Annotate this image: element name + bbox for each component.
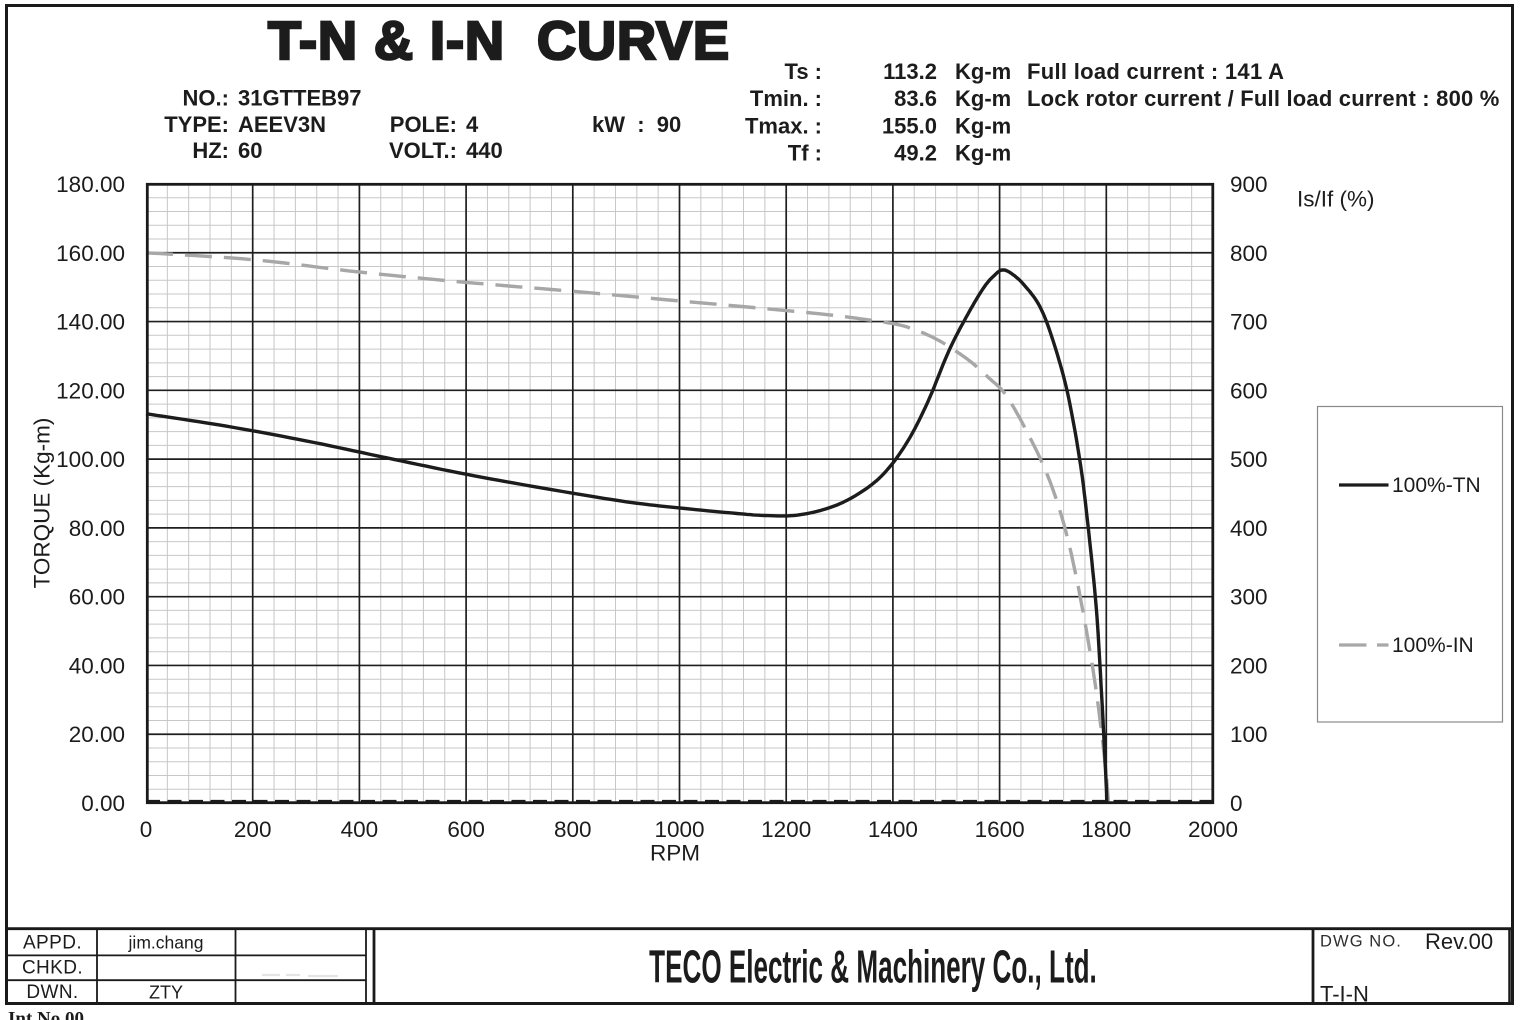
svg-text:600: 600	[447, 817, 485, 842]
svg-text:Rev.00: Rev.00	[1425, 929, 1493, 954]
svg-text:500: 500	[1230, 447, 1268, 472]
svg-text:20.00: 20.00	[69, 722, 125, 747]
svg-text:Full load current : 141 A: Full load current : 141 A	[1027, 59, 1284, 84]
svg-text:TECO Electric & Machinery Co.,: TECO Electric & Machinery Co., Ltd.	[649, 941, 1097, 993]
svg-text:AEEV3N: AEEV3N	[238, 112, 326, 137]
svg-text:TORQUE (Kg-m): TORQUE (Kg-m)	[30, 418, 55, 589]
svg-text:Int.No.00: Int.No.00	[8, 1009, 84, 1020]
svg-text:600: 600	[1230, 378, 1268, 403]
svg-text:80.00: 80.00	[69, 516, 125, 541]
svg-text:Kg-m: Kg-m	[955, 59, 1011, 84]
svg-text:200: 200	[1230, 653, 1268, 678]
svg-text:VOLT.:: VOLT.:	[389, 138, 457, 163]
svg-text:APPD.: APPD.	[23, 932, 82, 953]
svg-text:49.2: 49.2	[894, 141, 937, 166]
svg-text:Is/If (%): Is/If (%)	[1297, 186, 1375, 211]
svg-text:100.00: 100.00	[56, 447, 125, 472]
svg-text:HZ:: HZ:	[192, 138, 229, 163]
svg-text:DWN.: DWN.	[26, 982, 78, 1003]
svg-text:T-N & I-N CURVE: T-N & I-N CURVE	[268, 11, 730, 71]
svg-text:100%-IN: 100%-IN	[1392, 634, 1474, 657]
svg-text:440: 440	[466, 138, 503, 163]
svg-text:CHKD.: CHKD.	[22, 958, 83, 979]
svg-text:kW : 90: kW : 90	[592, 112, 681, 137]
svg-text:100: 100	[1230, 722, 1268, 747]
svg-text:1000: 1000	[654, 817, 704, 842]
svg-text:1600: 1600	[975, 817, 1025, 842]
svg-text:0.00: 0.00	[81, 791, 125, 816]
svg-text:DWG NO.: DWG NO.	[1320, 933, 1402, 951]
svg-text:NO.:: NO.:	[183, 86, 229, 111]
svg-text:155.0: 155.0	[882, 114, 937, 139]
svg-text:TYPE:: TYPE:	[164, 112, 229, 137]
svg-text:700: 700	[1230, 310, 1268, 335]
svg-text:2000: 2000	[1188, 817, 1238, 842]
svg-text:113.2: 113.2	[883, 59, 937, 84]
svg-text:160.00: 160.00	[56, 241, 125, 266]
svg-text:Ts :: Ts :	[785, 59, 822, 84]
svg-text:60: 60	[238, 138, 262, 163]
svg-text:800: 800	[1230, 241, 1268, 266]
svg-text:Kg-m: Kg-m	[955, 141, 1011, 166]
svg-text:140.00: 140.00	[56, 310, 125, 335]
svg-text:180.00: 180.00	[56, 172, 125, 197]
svg-text:200: 200	[234, 817, 272, 842]
svg-text:jim.chang: jim.chang	[128, 932, 204, 952]
svg-text:1400: 1400	[868, 817, 918, 842]
svg-text:900: 900	[1230, 172, 1268, 197]
svg-text:POLE:: POLE:	[390, 112, 457, 137]
svg-text:0: 0	[140, 817, 153, 842]
svg-text:Kg-m: Kg-m	[955, 114, 1011, 139]
svg-text:83.6: 83.6	[894, 86, 937, 111]
svg-text:Tmin. :: Tmin. :	[750, 86, 822, 111]
svg-text:T-I-N: T-I-N	[1320, 982, 1369, 1007]
svg-text:300: 300	[1230, 585, 1268, 610]
svg-text:100%-TN: 100%-TN	[1392, 474, 1481, 497]
svg-text:1200: 1200	[761, 817, 811, 842]
svg-text:Kg-m: Kg-m	[955, 86, 1011, 111]
svg-text:60.00: 60.00	[69, 585, 125, 610]
svg-text:4: 4	[466, 112, 479, 137]
svg-text:40.00: 40.00	[69, 653, 125, 678]
svg-text:Tmax. :: Tmax. :	[745, 114, 822, 139]
svg-text:400: 400	[1230, 516, 1268, 541]
svg-text:400: 400	[341, 817, 379, 842]
svg-text:31GTTEB97: 31GTTEB97	[238, 86, 362, 111]
svg-text:120.00: 120.00	[56, 378, 125, 403]
svg-text:1800: 1800	[1081, 817, 1131, 842]
svg-text:RPM: RPM	[650, 841, 700, 866]
svg-text:Lock rotor current / Full load: Lock rotor current / Full load current :…	[1027, 86, 1500, 111]
svg-text:ZTY: ZTY	[149, 982, 183, 1002]
svg-text:800: 800	[554, 817, 592, 842]
svg-text:Tf :: Tf :	[788, 141, 822, 166]
svg-text:0: 0	[1230, 791, 1243, 816]
